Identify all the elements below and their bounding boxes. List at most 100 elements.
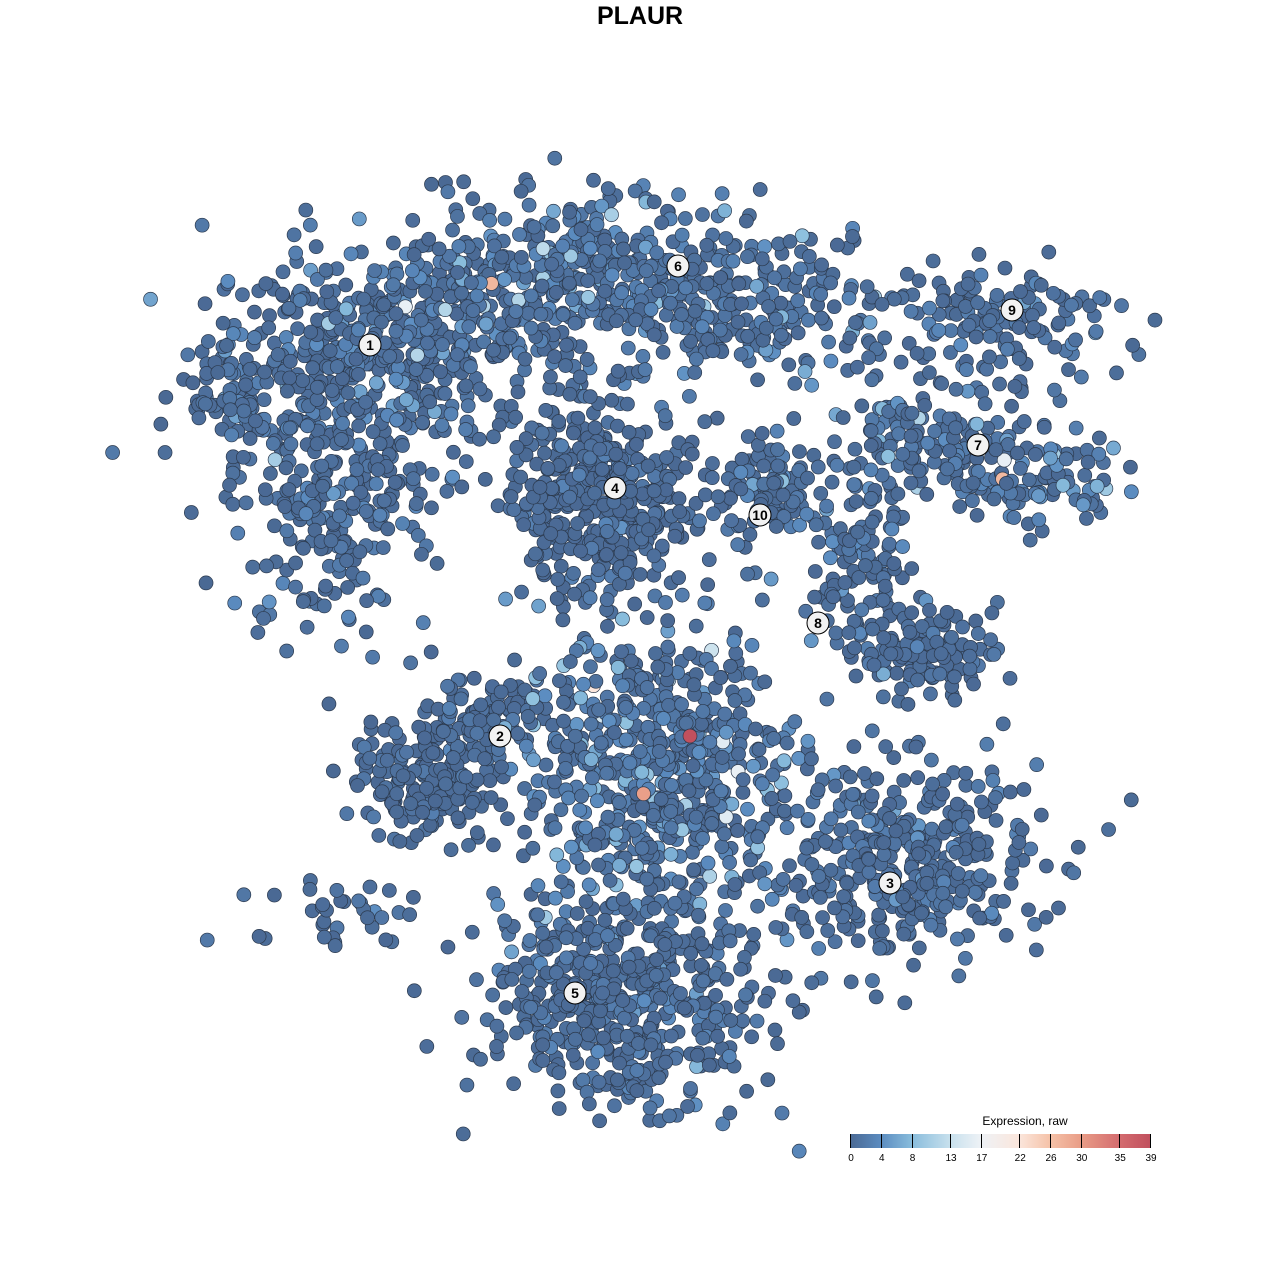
data-point [790, 293, 806, 308]
data-point [554, 438, 569, 454]
data-point [685, 758, 701, 774]
data-point [599, 592, 615, 607]
data-point [1043, 450, 1058, 466]
data-point [910, 672, 925, 688]
data-point [803, 633, 819, 649]
data-point [278, 330, 294, 345]
data-point [587, 485, 602, 501]
data-point [883, 646, 899, 662]
data-point [238, 495, 254, 511]
data-point [513, 183, 529, 199]
data-point [866, 657, 882, 673]
data-point [512, 227, 527, 242]
data-point [593, 735, 609, 751]
data-point [305, 360, 320, 376]
data-point [654, 215, 669, 231]
data-point [1011, 320, 1027, 335]
data-point [811, 534, 826, 550]
data-point [863, 491, 879, 506]
data-point [910, 770, 926, 785]
data-point [338, 301, 354, 317]
data-point [247, 330, 262, 345]
data-point [663, 847, 679, 862]
data-point [199, 932, 215, 948]
cluster-label-3: 3 [878, 871, 902, 895]
data-point [656, 711, 671, 726]
data-point [369, 375, 384, 391]
data-point [792, 444, 807, 459]
data-point [143, 291, 158, 307]
data-point [695, 207, 710, 222]
data-point [191, 410, 207, 426]
data-point [310, 379, 325, 395]
data-point [739, 1083, 754, 1099]
data-point [752, 182, 768, 197]
data-point [363, 714, 379, 730]
data-point [583, 659, 598, 675]
data-point [651, 1070, 667, 1086]
data-point [318, 262, 334, 278]
data-point [661, 1108, 677, 1124]
data-point [1038, 909, 1054, 925]
data-point [210, 365, 226, 380]
data-point [547, 349, 562, 364]
data-point [655, 344, 671, 360]
data-point [461, 837, 476, 853]
data-point [810, 782, 826, 798]
data-point [671, 491, 687, 506]
data-point [890, 486, 906, 502]
data-point [392, 834, 408, 849]
data-point [897, 995, 913, 1011]
data-point [576, 676, 591, 692]
data-point [532, 479, 548, 495]
data-point [242, 431, 258, 446]
data-point [751, 742, 767, 757]
data-point [508, 304, 524, 319]
data-point-max [682, 728, 698, 744]
data-point [450, 810, 466, 826]
data-point [874, 296, 890, 312]
data-point [770, 1036, 785, 1052]
data-point [405, 212, 421, 228]
data-point [612, 858, 627, 873]
data-point [158, 389, 174, 405]
data-point [813, 485, 829, 501]
data-point [955, 619, 970, 635]
data-point [275, 264, 291, 280]
data-point [319, 284, 335, 300]
data-point [821, 334, 836, 350]
data-point [277, 499, 293, 514]
data-point [714, 750, 730, 765]
data-point [523, 1000, 539, 1015]
data-point [443, 842, 459, 858]
data-point [388, 323, 404, 339]
data-point [589, 793, 605, 809]
data-point [472, 431, 487, 447]
data-point [612, 461, 628, 477]
data-point [153, 416, 169, 432]
data-point [530, 878, 546, 893]
data-point [406, 247, 422, 262]
data-point [382, 349, 398, 364]
data-point [864, 372, 880, 388]
data-point [846, 739, 862, 754]
data-point [839, 875, 855, 891]
data-point [864, 723, 880, 739]
data-point [328, 310, 344, 326]
data-point [875, 592, 891, 608]
data-point [1123, 792, 1139, 808]
data-point [1109, 365, 1124, 381]
data-point [583, 716, 599, 732]
data-point [309, 392, 325, 407]
cluster-label-1: 1 [358, 333, 382, 357]
data-point [597, 283, 613, 299]
data-point [671, 187, 686, 203]
data-point [724, 513, 739, 528]
data-point [406, 890, 421, 905]
data-point [861, 864, 877, 880]
data-point [641, 522, 656, 538]
data-point [486, 837, 501, 853]
data-point [610, 363, 626, 379]
data-point [917, 398, 933, 413]
data-point [674, 587, 690, 603]
